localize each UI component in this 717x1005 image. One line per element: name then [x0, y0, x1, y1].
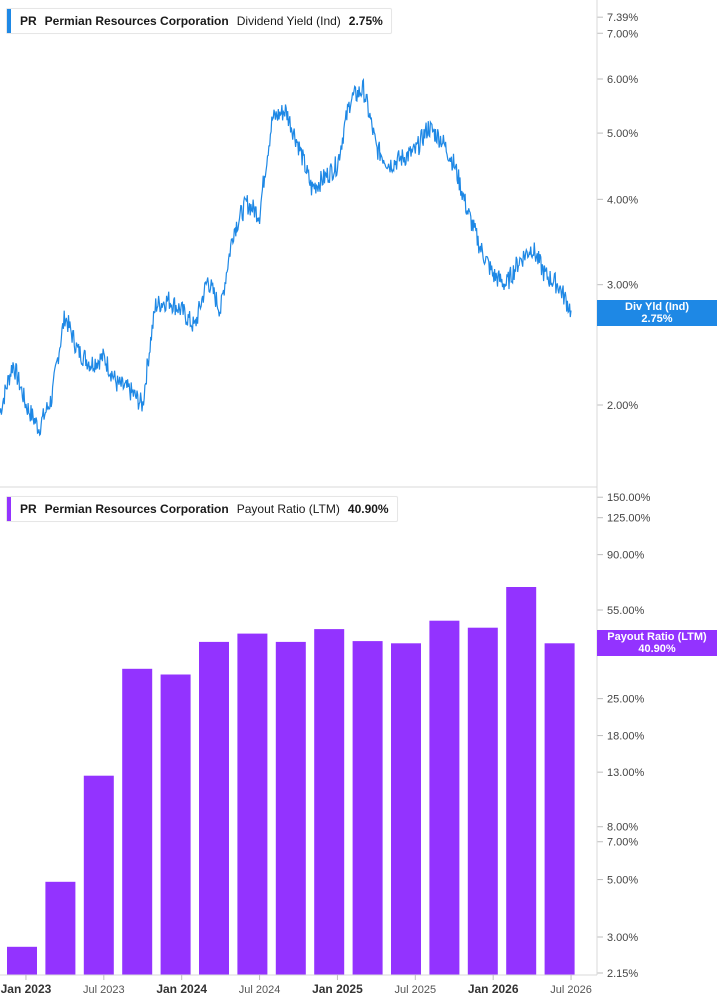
- payout-ratio-bar[interactable]: [7, 946, 37, 975]
- payout-tag-value: 40.90%: [638, 643, 676, 655]
- top-legend-metric: Dividend Yield (Ind): [236, 14, 341, 28]
- bottom-legend-metric: Payout Ratio (LTM): [236, 502, 340, 516]
- payout-ratio-bar[interactable]: [391, 643, 421, 975]
- payout-ratio-bar[interactable]: [160, 674, 191, 976]
- bottom-y-tick-label: 25.00%: [607, 694, 645, 706]
- bottom-y-tick-label: 7.00%: [607, 837, 638, 849]
- div-yield-value-tag: Div Yld (Ind) 2.75%: [597, 300, 717, 326]
- bottom-y-tick-label: 150.00%: [607, 492, 651, 504]
- div-yield-tag-label: Div Yld (Ind): [625, 301, 689, 313]
- x-tick-label: Jul 2025: [395, 984, 437, 996]
- top-y-tick-label: 2.00%: [607, 400, 638, 412]
- payout-ratio-bar[interactable]: [83, 775, 114, 975]
- x-tick-label: Jan 2026: [468, 982, 519, 996]
- x-tick-label: Jul 2026: [550, 984, 592, 996]
- payout-ratio-bar[interactable]: [199, 641, 229, 975]
- top-y-tick-label: 5.00%: [607, 128, 638, 140]
- x-tick-label: Jan 2025: [312, 982, 363, 996]
- top-y-tick-label: 7.00%: [607, 28, 638, 40]
- bottom-y-tick-label: 5.00%: [607, 875, 638, 887]
- payout-ratio-bar[interactable]: [237, 633, 268, 975]
- payout-ratio-bar[interactable]: [275, 641, 306, 975]
- payout-ratio-bar[interactable]: [467, 627, 498, 975]
- div-yield-tag-value: 2.75%: [641, 313, 673, 325]
- bottom-legend-value: 40.90%: [347, 502, 389, 516]
- top-legend-ticker: PR: [20, 14, 37, 28]
- top-panel-grid: [597, 16, 603, 406]
- top-legend-company: Permian Resources Corporation: [44, 14, 229, 28]
- payout-ratio-bars[interactable]: [7, 587, 575, 975]
- x-axis: Jan 2023 Jul 2023 Jan 2024 Jul 2024 Jan 2025…: [1, 975, 592, 996]
- top-y-axis: 7.39% 7.00% 6.00% 5.00% 4.00% 3.00% 2.00%: [607, 12, 638, 412]
- x-tick-label: Jan 2023: [1, 982, 52, 996]
- payout-ratio-bar[interactable]: [506, 587, 537, 975]
- payout-ratio-value-tag: Payout Ratio (LTM) 40.90%: [597, 630, 717, 656]
- top-legend-value: 2.75%: [348, 14, 383, 28]
- x-tick-label: Jul 2023: [83, 984, 125, 996]
- top-y-tick-label: 7.39%: [607, 12, 638, 24]
- top-y-tick-label: 4.00%: [607, 194, 638, 206]
- top-legend-swatch: [7, 9, 11, 33]
- bottom-y-tick-label: 90.00%: [607, 550, 645, 562]
- bottom-panel-grid: [597, 496, 603, 974]
- bottom-legend: PR Permian Resources Corporation Payout …: [6, 496, 398, 522]
- payout-ratio-bar[interactable]: [122, 668, 153, 975]
- x-tick-label: Jul 2024: [239, 984, 281, 996]
- top-legend: PR Permian Resources Corporation Dividen…: [6, 8, 392, 34]
- bottom-legend-swatch: [7, 497, 11, 521]
- x-tick-label: Jan 2024: [156, 982, 207, 996]
- top-y-tick-label: 6.00%: [607, 74, 638, 86]
- bottom-y-tick-label: 3.00%: [607, 932, 638, 944]
- payout-ratio-bar[interactable]: [314, 629, 345, 975]
- bottom-y-tick-label: 18.00%: [607, 731, 645, 743]
- bottom-legend-company: Permian Resources Corporation: [44, 502, 229, 516]
- bottom-y-tick-label: 2.15%: [607, 968, 638, 980]
- bottom-y-tick-label: 13.00%: [607, 767, 645, 779]
- payout-ratio-bar[interactable]: [45, 881, 76, 975]
- bottom-y-axis: 150.00% 125.00% 90.00% 55.00% 25.00% 18.00% 13…: [607, 492, 651, 980]
- payout-ratio-bar[interactable]: [352, 641, 383, 975]
- bottom-y-tick-label: 8.00%: [607, 822, 638, 834]
- bottom-y-tick-label: 125.00%: [607, 513, 651, 525]
- payout-ratio-bar[interactable]: [544, 643, 575, 975]
- bottom-legend-ticker: PR: [20, 502, 37, 516]
- dividend-yield-line[interactable]: [0, 77, 572, 437]
- payout-ratio-bar[interactable]: [429, 620, 460, 975]
- top-y-tick-label: 3.00%: [607, 280, 638, 292]
- payout-tag-label: Payout Ratio (LTM): [607, 631, 707, 643]
- bottom-y-tick-label: 55.00%: [607, 605, 645, 617]
